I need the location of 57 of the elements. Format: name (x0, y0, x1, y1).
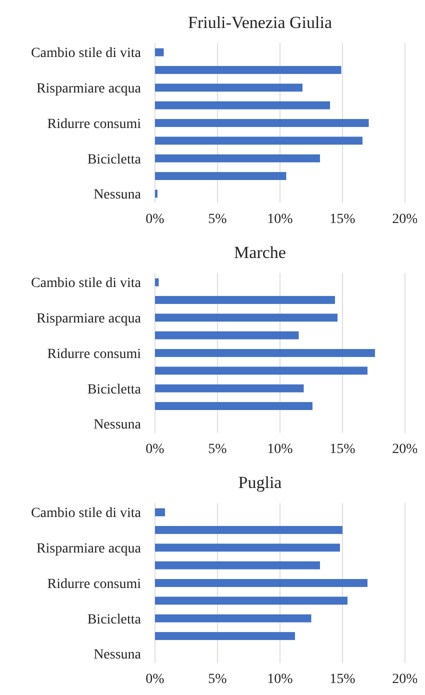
bar (155, 314, 338, 322)
chart-title: Marche (234, 243, 286, 262)
x-tick-label: 20% (392, 212, 418, 227)
bar (155, 278, 159, 286)
bar (155, 172, 286, 180)
bar (155, 632, 295, 640)
y-tick-label: Cambio stile di vita (30, 276, 142, 292)
x-tick-label: 15% (330, 672, 356, 687)
bar (155, 384, 304, 392)
x-tick-label: 20% (392, 442, 418, 457)
bar (155, 614, 312, 622)
x-tick-label: 5% (208, 442, 228, 457)
y-tick-label: Bicicletta (87, 152, 142, 168)
y-tick-label: Ridurre consumi (47, 576, 142, 592)
chart-title: Puglia (238, 473, 282, 492)
bar (155, 596, 348, 605)
y-tick-label: Nessuna (94, 418, 142, 433)
bar (155, 154, 320, 162)
x-tick-label: 0% (146, 212, 165, 227)
y-tick-label: Risparmiare acqua (36, 312, 142, 327)
x-tick-label: 10% (267, 672, 294, 687)
x-tick-label: 15% (330, 442, 356, 457)
bar (155, 331, 299, 340)
x-tick-label: 20% (392, 672, 418, 687)
y-tick-label: Bicicletta (87, 382, 142, 398)
x-tick-label: 10% (267, 212, 294, 227)
bar (155, 402, 312, 410)
bar (155, 349, 375, 357)
x-tick-label: 15% (330, 212, 356, 227)
bar (155, 84, 302, 92)
y-tick-label: Nessuna (94, 188, 142, 203)
y-tick-label: Ridurre consumi (47, 116, 142, 132)
x-tick-label: 0% (146, 672, 165, 687)
bar (155, 544, 340, 552)
x-tick-label: 10% (267, 442, 294, 457)
x-tick-label: 5% (208, 672, 228, 687)
x-tick-label: 5% (208, 212, 228, 227)
y-tick-label: Cambio stile di vita (30, 46, 142, 62)
y-tick-label: Bicicletta (87, 612, 142, 628)
bar (155, 136, 362, 145)
x-tick-label: 0% (146, 442, 165, 457)
bar (155, 526, 342, 534)
y-tick-label: Ridurre consumi (47, 346, 142, 362)
y-tick-label: Cambio stile di vita (30, 506, 142, 522)
bar (155, 296, 335, 304)
y-tick-label: Risparmiare acqua (36, 82, 142, 97)
bar (155, 48, 164, 56)
y-tick-label: Risparmiare acqua (36, 542, 142, 557)
bar (155, 119, 369, 127)
bar (155, 101, 330, 110)
y-tick-label: Nessuna (94, 648, 142, 663)
bar (155, 579, 368, 587)
bar (155, 66, 342, 74)
bar (155, 508, 165, 516)
bar (155, 366, 368, 375)
bar (155, 561, 320, 570)
chart-title: Friuli-Venezia Giulia (188, 13, 332, 32)
